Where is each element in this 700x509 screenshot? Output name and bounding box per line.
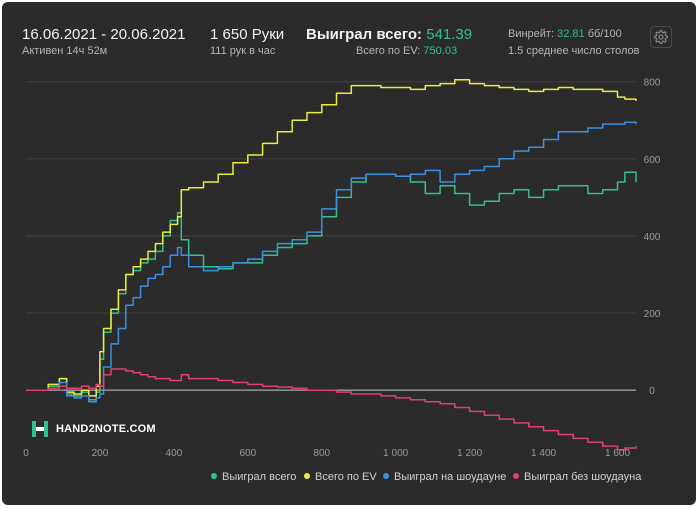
legend-label-showdown: Выиграл на шоудауне [394,471,507,483]
winrate-unit: бб/100 [587,28,622,40]
hands-per-hour: 111 рук в час [210,45,276,57]
avg-tables: 1.5 среднее число столов [508,45,640,57]
x-tick-label: 400 [166,448,183,459]
legend-showdown[interactable]: Выиграл на шоудауне [383,471,506,483]
y-tick-label: 400 [644,232,661,243]
active-time: Активен 14ч 52м [22,45,108,57]
gear-icon [654,30,668,44]
hand2note-logo: HAND2NOTE.COM [30,419,156,439]
y-tick-label: 0 [649,386,655,397]
legend-label-no-showdown: Выиграл без шоудауна [524,471,642,483]
x-tick-label: 1 200 [457,448,482,459]
series-line-2 [26,121,637,403]
y-tick-label: 600 [644,155,661,166]
series-line-0 [26,171,637,401]
won-total-label: Выиграл всего: [306,26,423,43]
x-tick-label: 1 600 [605,448,630,459]
hand2note-logo-icon [32,421,48,437]
won-total: Выиграл всего: 541.39 [306,26,472,43]
x-tick-label: 600 [239,448,256,459]
y-tick-label: 200 [644,309,661,320]
y-tick-label: 800 [644,78,661,89]
x-tick-label: 0 [23,448,29,459]
legend-dot-won-total [211,473,217,480]
winrate-value: 32.81 [557,28,585,40]
x-tick-label: 800 [313,448,330,459]
legend-label-ev-total: Всего по EV [315,471,377,483]
date-range: 16.06.2021 - 20.06.2021 [22,26,186,43]
x-tick-label: 1 400 [531,448,556,459]
x-tick-label: 200 [92,448,109,459]
hands-count: 1 650 Руки [210,26,285,43]
winrate-label: Винрейт: [508,28,555,40]
legend-no-showdown[interactable]: Выиграл без шоудауна [513,471,641,483]
logo-text: HAND2NOTE.COM [56,423,156,435]
won-total-value: 541.39 [426,26,473,43]
ev-total-label: Всего по EV: [356,45,421,57]
legend-ev-total[interactable]: Всего по EV [304,471,377,483]
graph-panel [2,2,696,505]
legend-dot-no-showdown [513,473,519,480]
legend-won-total[interactable]: Выиграл всего [211,471,296,483]
ev-total: Всего по EV: 750.03 [356,45,457,57]
x-tick-label: 1 000 [383,448,408,459]
series-line-1 [26,79,637,397]
settings-button[interactable] [650,26,672,48]
series-line-3 [26,368,637,451]
winrate: Винрейт: 32.81 бб/100 [508,28,622,40]
legend-label-won-total: Выиграл всего [222,471,297,483]
legend-dot-ev-total [304,473,310,480]
legend-dot-showdown [383,473,389,480]
ev-total-value: 750.03 [423,45,458,57]
